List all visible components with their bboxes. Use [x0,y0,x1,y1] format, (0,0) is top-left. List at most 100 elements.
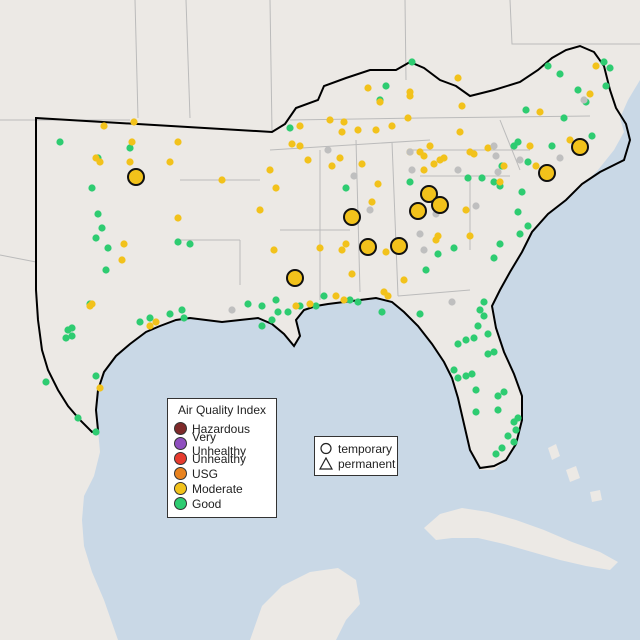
good-monitor-point[interactable] [56,138,64,146]
moderate-monitor-point[interactable] [174,138,182,146]
good-monitor-point[interactable] [560,114,568,122]
moderate-monitor-point[interactable] [440,154,448,162]
good-monitor-point[interactable] [524,158,532,166]
moderate-monitor-point[interactable] [218,176,226,184]
moderate-monitor-point[interactable] [374,180,382,188]
good-monitor-point[interactable] [468,370,476,378]
good-monitor-point[interactable] [92,428,100,436]
good-monitor-point[interactable] [514,414,522,422]
moderate-monitor-point[interactable] [328,162,336,170]
moderate-monitor-point[interactable] [340,118,348,126]
moderate-monitor-point[interactable] [430,160,438,168]
good-monitor-point[interactable] [258,322,266,330]
good-monitor-point[interactable] [462,336,470,344]
moderate-monitor-point[interactable] [406,88,414,96]
good-monitor-point[interactable] [510,438,518,446]
good-monitor-point[interactable] [68,332,76,340]
moderate-monitor-point[interactable] [266,166,274,174]
moderate-monitor-point[interactable] [432,236,440,244]
moderate-monitor-point[interactable] [174,214,182,222]
temporary-moderate-monitor[interactable] [538,164,556,182]
moderate-monitor-point[interactable] [470,150,478,158]
moderate-monitor-point[interactable] [340,296,348,304]
good-monitor-point[interactable] [258,302,266,310]
good-monitor-point[interactable] [602,82,610,90]
no-data-monitor-point[interactable] [406,148,414,156]
good-monitor-point[interactable] [320,292,328,300]
good-monitor-point[interactable] [354,298,362,306]
no-data-monitor-point[interactable] [420,246,428,254]
moderate-monitor-point[interactable] [376,98,384,106]
moderate-monitor-point[interactable] [400,276,408,284]
good-monitor-point[interactable] [472,408,480,416]
good-monitor-point[interactable] [136,318,144,326]
good-monitor-point[interactable] [524,222,532,230]
good-monitor-point[interactable] [434,250,442,258]
moderate-monitor-point[interactable] [536,108,544,116]
good-monitor-point[interactable] [574,86,582,94]
good-monitor-point[interactable] [92,234,100,242]
good-monitor-point[interactable] [74,414,82,422]
moderate-monitor-point[interactable] [288,140,296,148]
moderate-monitor-point[interactable] [338,246,346,254]
moderate-monitor-point[interactable] [338,128,346,136]
moderate-monitor-point[interactable] [420,152,428,160]
moderate-monitor-point[interactable] [354,126,362,134]
moderate-monitor-point[interactable] [500,162,508,170]
good-monitor-point[interactable] [102,266,110,274]
moderate-monitor-point[interactable] [272,184,280,192]
good-monitor-point[interactable] [470,334,478,342]
good-monitor-point[interactable] [244,300,252,308]
moderate-monitor-point[interactable] [306,300,314,308]
moderate-monitor-point[interactable] [466,232,474,240]
good-monitor-point[interactable] [504,432,512,440]
good-monitor-point[interactable] [606,64,614,72]
good-monitor-point[interactable] [518,188,526,196]
good-monitor-point[interactable] [474,322,482,330]
good-monitor-point[interactable] [268,316,276,324]
no-data-monitor-point[interactable] [228,306,236,314]
good-monitor-point[interactable] [464,174,472,182]
good-monitor-point[interactable] [274,308,282,316]
good-monitor-point[interactable] [422,266,430,274]
good-monitor-point[interactable] [312,302,320,310]
moderate-monitor-point[interactable] [332,292,340,300]
no-data-monitor-point[interactable] [580,96,588,104]
good-monitor-point[interactable] [494,406,502,414]
temporary-moderate-monitor[interactable] [359,238,377,256]
moderate-monitor-point[interactable] [88,300,96,308]
moderate-monitor-point[interactable] [456,128,464,136]
temporary-moderate-monitor[interactable] [420,185,438,203]
good-monitor-point[interactable] [180,314,188,322]
good-monitor-point[interactable] [490,254,498,262]
good-monitor-point[interactable] [342,184,350,192]
moderate-monitor-point[interactable] [420,166,428,174]
good-monitor-point[interactable] [92,372,100,380]
moderate-monitor-point[interactable] [296,122,304,130]
good-monitor-point[interactable] [284,308,292,316]
no-data-monitor-point[interactable] [556,154,564,162]
good-monitor-point[interactable] [494,392,502,400]
moderate-monitor-point[interactable] [462,206,470,214]
good-monitor-point[interactable] [416,310,424,318]
moderate-monitor-point[interactable] [526,142,534,150]
temporary-moderate-monitor[interactable] [431,196,449,214]
temporary-moderate-monitor[interactable] [286,269,304,287]
good-monitor-point[interactable] [480,312,488,320]
good-monitor-point[interactable] [462,372,470,380]
no-data-monitor-point[interactable] [516,156,524,164]
good-monitor-point[interactable] [490,348,498,356]
good-monitor-point[interactable] [514,138,522,146]
moderate-monitor-point[interactable] [368,198,376,206]
good-monitor-point[interactable] [166,310,174,318]
good-monitor-point[interactable] [94,210,102,218]
moderate-monitor-point[interactable] [292,302,300,310]
moderate-monitor-point[interactable] [458,102,466,110]
temporary-moderate-monitor[interactable] [127,168,145,186]
good-monitor-point[interactable] [272,296,280,304]
moderate-monitor-point[interactable] [358,160,366,168]
good-monitor-point[interactable] [406,178,414,186]
moderate-monitor-point[interactable] [388,122,396,130]
no-data-monitor-point[interactable] [448,298,456,306]
good-monitor-point[interactable] [484,350,492,358]
